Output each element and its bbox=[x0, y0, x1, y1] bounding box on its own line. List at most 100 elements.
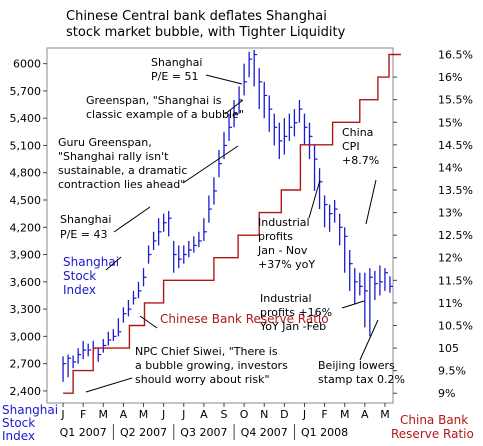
left-tick-label: 3,300 bbox=[10, 303, 42, 316]
month-label: M bbox=[99, 408, 109, 421]
annotation-text: CPI bbox=[342, 140, 360, 153]
series-shanghai-stock-index bbox=[62, 50, 393, 382]
left-tick-label: 3,600 bbox=[10, 276, 42, 289]
annotation-text: Guru Greenspan, bbox=[58, 136, 152, 149]
annotation-pointer bbox=[113, 206, 151, 233]
right-axis: 16.5% 16% 15.5% 15% 14.5% 14% 13.5% 13% 12.5% 12%… bbox=[393, 49, 473, 400]
month-label: F bbox=[321, 408, 327, 421]
annotation-pointer bbox=[341, 300, 365, 309]
month-label: J bbox=[181, 408, 185, 421]
annotation-text: sustainable, a dramatic bbox=[58, 164, 187, 177]
series-reserve-ratio bbox=[63, 53, 401, 394]
left-tick-label: 6000 bbox=[13, 58, 41, 71]
chart-title-line-1: Chinese Central bank deflates Shanghai bbox=[66, 9, 327, 24]
month-label: M bbox=[380, 408, 390, 421]
annotation-text: Jan - Nov bbox=[257, 244, 308, 257]
label-stock-line-3: Index bbox=[63, 283, 96, 297]
month-label: J bbox=[161, 408, 165, 421]
annotation-china-cpi: China CPI +8.7% bbox=[342, 126, 379, 225]
month-label: A bbox=[361, 408, 369, 421]
quarter-label: Q3 2007 bbox=[180, 426, 227, 439]
annotation-guru-greenspan: Guru Greenspan, "Shanghai rally isn't su… bbox=[58, 136, 239, 191]
label-stock-line-2: Stock bbox=[63, 269, 96, 283]
annotation-shanghai-pe51: Shanghai P/E = 51 bbox=[151, 56, 243, 85]
annotation-pointer bbox=[182, 145, 239, 184]
annotation-text: stamp tax 0.2% bbox=[318, 373, 405, 386]
right-tick-label: 14.5% bbox=[438, 139, 473, 152]
annotation-text: classic example of a bubble" bbox=[86, 108, 244, 121]
right-tick-label: 13% bbox=[438, 207, 462, 220]
right-tick-label: 9.5% bbox=[438, 365, 466, 378]
left-axis-title-line-2: Stock bbox=[2, 416, 35, 430]
quarter-label: Q1 2008 bbox=[301, 426, 348, 439]
annotation-pointer bbox=[205, 74, 243, 85]
annotation-text: contraction lies ahead" bbox=[58, 178, 185, 191]
left-tick-label: 4,800 bbox=[10, 167, 42, 180]
month-label: D bbox=[280, 408, 288, 421]
month-label: O bbox=[240, 408, 249, 421]
label-reserve-pointer bbox=[139, 315, 158, 329]
annotation-npc-chief: NPC Chief Siwei, "There is a bubble grow… bbox=[85, 345, 288, 393]
month-label: M bbox=[139, 408, 149, 421]
quarter-label: Q4 2007 bbox=[241, 426, 288, 439]
quarter-label: Q2 2007 bbox=[120, 426, 167, 439]
annotation-text: Beijing lowers bbox=[318, 359, 395, 372]
month-label: S bbox=[221, 408, 228, 421]
plot-frame bbox=[46, 47, 394, 404]
left-tick-label: 2,400 bbox=[10, 385, 42, 398]
month-label: M bbox=[340, 408, 350, 421]
annotation-text: Greenspan, "Shanghai is bbox=[86, 94, 222, 107]
reserve-ratio-line bbox=[63, 53, 401, 394]
annotation-beijing-stamp: Beijing lowers stamp tax 0.2% bbox=[318, 319, 405, 386]
annotation-text: Industrial bbox=[260, 292, 312, 305]
right-tick-label: 16% bbox=[438, 71, 462, 84]
right-tick-label: 12% bbox=[438, 252, 462, 265]
label-reserve-line-1: Chinese Bank Reserve Ratio bbox=[160, 312, 329, 326]
month-label: J bbox=[302, 408, 306, 421]
right-tick-label: 14% bbox=[438, 161, 462, 174]
right-tick-label: 15% bbox=[438, 116, 462, 129]
right-tick-label: 11% bbox=[438, 297, 462, 310]
annotation-shanghai-pe43: Shanghai P/E = 43 bbox=[60, 206, 151, 241]
annotation-text: profits bbox=[258, 230, 293, 243]
right-tick-label: 15.5% bbox=[438, 94, 473, 107]
annotation-greenspan-bubble: Greenspan, "Shanghai is classic example … bbox=[86, 94, 244, 121]
annotation-industrial-profits-nov: Industrial profits Jan - Nov +37% yoY bbox=[257, 179, 321, 271]
annotation-industrial-profits-feb: Industrial profits +16% YoY Jan -Feb bbox=[259, 292, 365, 333]
annotation-pointer bbox=[359, 319, 379, 361]
quarter-label: Q1 2007 bbox=[60, 426, 107, 439]
annotation-text: NPC Chief Siwei, "There is bbox=[135, 345, 278, 358]
left-axis-title-line-1: Shanghai bbox=[2, 403, 58, 417]
annotation-pointer bbox=[224, 99, 244, 115]
annotation-text: Industrial bbox=[258, 216, 310, 229]
right-tick-label: 105 bbox=[438, 342, 459, 355]
right-tick-label: 12.5% bbox=[438, 229, 473, 242]
chart-title: Chinese Central bank deflates Shanghai s… bbox=[66, 9, 346, 40]
right-tick-label: 11.5% bbox=[438, 274, 473, 287]
right-axis-title-line-1: China Bank bbox=[400, 413, 468, 427]
annotation-text: should worry about risk" bbox=[135, 373, 270, 386]
x-axis: J F M A M J J A S O N D J F M A MQ1 2007 Q2 2007 Q3 2007 Q4… bbox=[60, 403, 390, 440]
label-stock-line-1: Shanghai bbox=[63, 255, 119, 269]
month-label: J bbox=[60, 408, 64, 421]
left-tick-label: 5,400 bbox=[10, 112, 42, 125]
left-tick-label: 5,700 bbox=[10, 85, 42, 98]
month-label: A bbox=[120, 408, 128, 421]
label-reserve-ratio: Chinese Bank Reserve Ratio bbox=[139, 312, 329, 329]
month-label: A bbox=[200, 408, 208, 421]
label-shanghai-stock-index: Shanghai Stock Index bbox=[63, 255, 122, 297]
right-tick-label: 10.5% bbox=[438, 319, 473, 332]
annotation-text: profits +16% bbox=[260, 306, 332, 319]
left-tick-label: 2,700 bbox=[10, 358, 42, 371]
left-tick-label: 4,500 bbox=[10, 194, 42, 207]
annotation-text: P/E = 51 bbox=[151, 70, 199, 83]
annotation-pointer bbox=[365, 179, 377, 225]
chart-title-line-2: stock market bubble, with Tighter Liquid… bbox=[66, 25, 346, 40]
left-tick-label: 3,000 bbox=[10, 330, 42, 343]
annotation-pointer bbox=[85, 377, 133, 393]
right-axis-title: China Bank Reserve Ratio bbox=[391, 413, 474, 441]
plot-border bbox=[46, 47, 394, 404]
left-axis-title-line-3: Index bbox=[2, 429, 35, 443]
